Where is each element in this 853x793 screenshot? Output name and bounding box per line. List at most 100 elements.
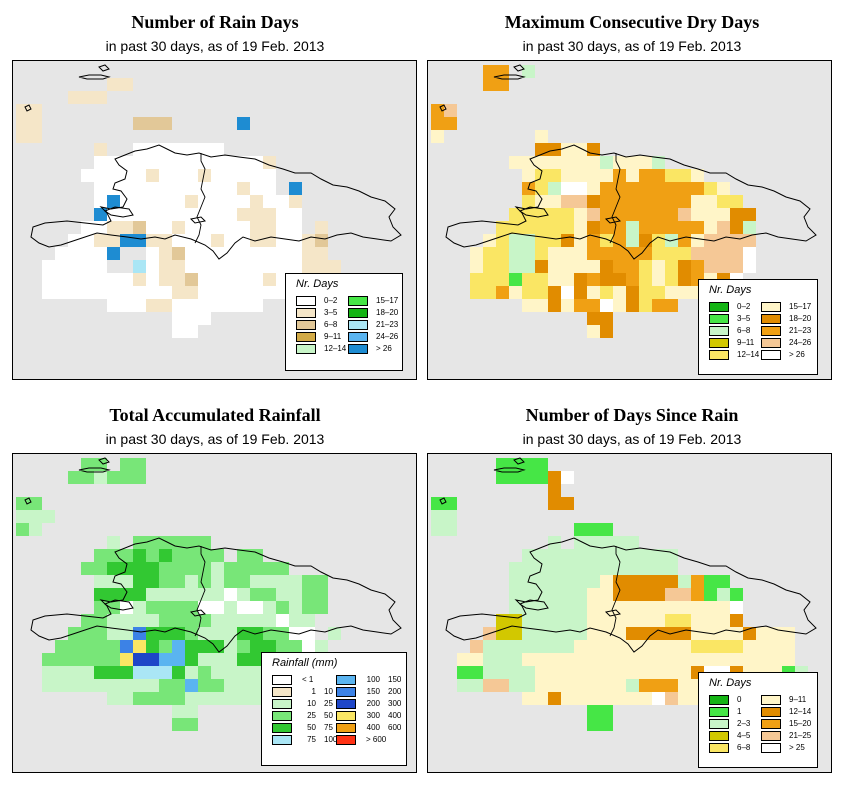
grid-cell — [315, 588, 328, 601]
grid-cell — [146, 247, 159, 260]
grid-cell — [652, 221, 665, 234]
panel-subtitle: in past 30 days, as of 19 Feb. 2013 — [522, 431, 742, 447]
grid-cell — [146, 143, 159, 156]
grid-cell — [185, 627, 198, 640]
grid-cell — [276, 627, 289, 640]
grid-cell — [146, 208, 159, 221]
grid-cell — [639, 182, 652, 195]
grid-cell — [276, 562, 289, 575]
grid-cell — [652, 614, 665, 627]
grid-cell — [535, 260, 548, 273]
grid-cell — [509, 221, 522, 234]
grid-cell — [185, 182, 198, 195]
grid-cell — [639, 653, 652, 666]
grid-cell — [146, 692, 159, 705]
grid-cell — [302, 627, 315, 640]
grid-cell — [185, 234, 198, 247]
grid-cell — [522, 221, 535, 234]
grid-cell — [769, 653, 782, 666]
grid-cell — [172, 208, 185, 221]
legend-swatch — [348, 332, 368, 342]
grid-cell — [522, 627, 535, 640]
grid-cell — [535, 679, 548, 692]
grid-cell — [302, 614, 315, 627]
grid-cell — [587, 562, 600, 575]
grid-cell — [315, 234, 328, 247]
grid-cell — [522, 299, 535, 312]
grid-cell — [548, 666, 561, 679]
grid-cell — [470, 286, 483, 299]
grid-cell — [600, 260, 613, 273]
grid-cell — [483, 666, 496, 679]
grid-cell — [159, 299, 172, 312]
legend-swatch — [296, 332, 316, 342]
grid-cell — [587, 692, 600, 705]
grid-cell — [561, 471, 574, 484]
grid-cell — [276, 221, 289, 234]
grid-cell — [237, 117, 250, 130]
grid-cell — [250, 666, 263, 679]
grid-cell — [107, 614, 120, 627]
grid-cell — [224, 692, 237, 705]
grid-cell — [509, 562, 522, 575]
grid-cell — [535, 208, 548, 221]
grid-cell — [704, 260, 717, 273]
grid-cell — [120, 286, 133, 299]
grid-cell — [81, 679, 94, 692]
legend-label: 3–5 — [737, 314, 751, 323]
grid-cell — [133, 143, 146, 156]
grid-cell — [159, 692, 172, 705]
grid-cell — [68, 679, 81, 692]
legend-swatch — [761, 350, 781, 360]
grid-cell — [211, 575, 224, 588]
grid-cell — [665, 575, 678, 588]
grid-cell — [717, 234, 730, 247]
grid-cell — [717, 601, 730, 614]
grid-cell — [120, 471, 133, 484]
grid-cell — [704, 182, 717, 195]
grid-cell — [185, 679, 198, 692]
grid-cell — [548, 588, 561, 601]
small-island-outline — [78, 74, 111, 80]
grid-cell — [55, 247, 68, 260]
grid-cell — [276, 195, 289, 208]
grid-cell — [302, 575, 315, 588]
grid-cell — [665, 549, 678, 562]
grid-cell — [224, 169, 237, 182]
grid-cell — [626, 575, 639, 588]
grid-cell — [626, 286, 639, 299]
grid-cell — [678, 247, 691, 260]
map-svg — [431, 64, 817, 338]
map-legend: Nr. Days 0–2 3–5 6–8 9–11 12–14 15–17 18–20 21–2… — [285, 273, 403, 371]
grid-cell — [289, 182, 302, 195]
grid-cell — [55, 666, 68, 679]
grid-cell — [652, 299, 665, 312]
grid-cell — [133, 627, 146, 640]
grid-cell — [639, 273, 652, 286]
grid-cell — [211, 195, 224, 208]
grid-cell — [146, 549, 159, 562]
grid-cell — [704, 614, 717, 627]
grid-cell — [431, 497, 444, 510]
grid-cell — [146, 117, 159, 130]
grid-cell — [68, 471, 81, 484]
grid-cell — [159, 208, 172, 221]
small-island-outline — [518, 206, 549, 218]
grid-cell — [29, 510, 42, 523]
grid-cell — [613, 679, 626, 692]
grid-cell — [81, 640, 94, 653]
grid-cell — [782, 640, 795, 653]
grid-cell — [16, 130, 29, 143]
grid-cell — [107, 536, 120, 549]
grid-cell — [107, 156, 120, 169]
grid-cell — [94, 273, 107, 286]
grid-cell — [94, 260, 107, 273]
grid-cell — [237, 666, 250, 679]
grid-cell — [639, 575, 652, 588]
legend-label-from: 10 — [307, 699, 316, 708]
grid-cell — [717, 182, 730, 195]
grid-cell — [263, 260, 276, 273]
grid-cell — [522, 679, 535, 692]
grid-cell — [198, 653, 211, 666]
grid-cell — [483, 286, 496, 299]
